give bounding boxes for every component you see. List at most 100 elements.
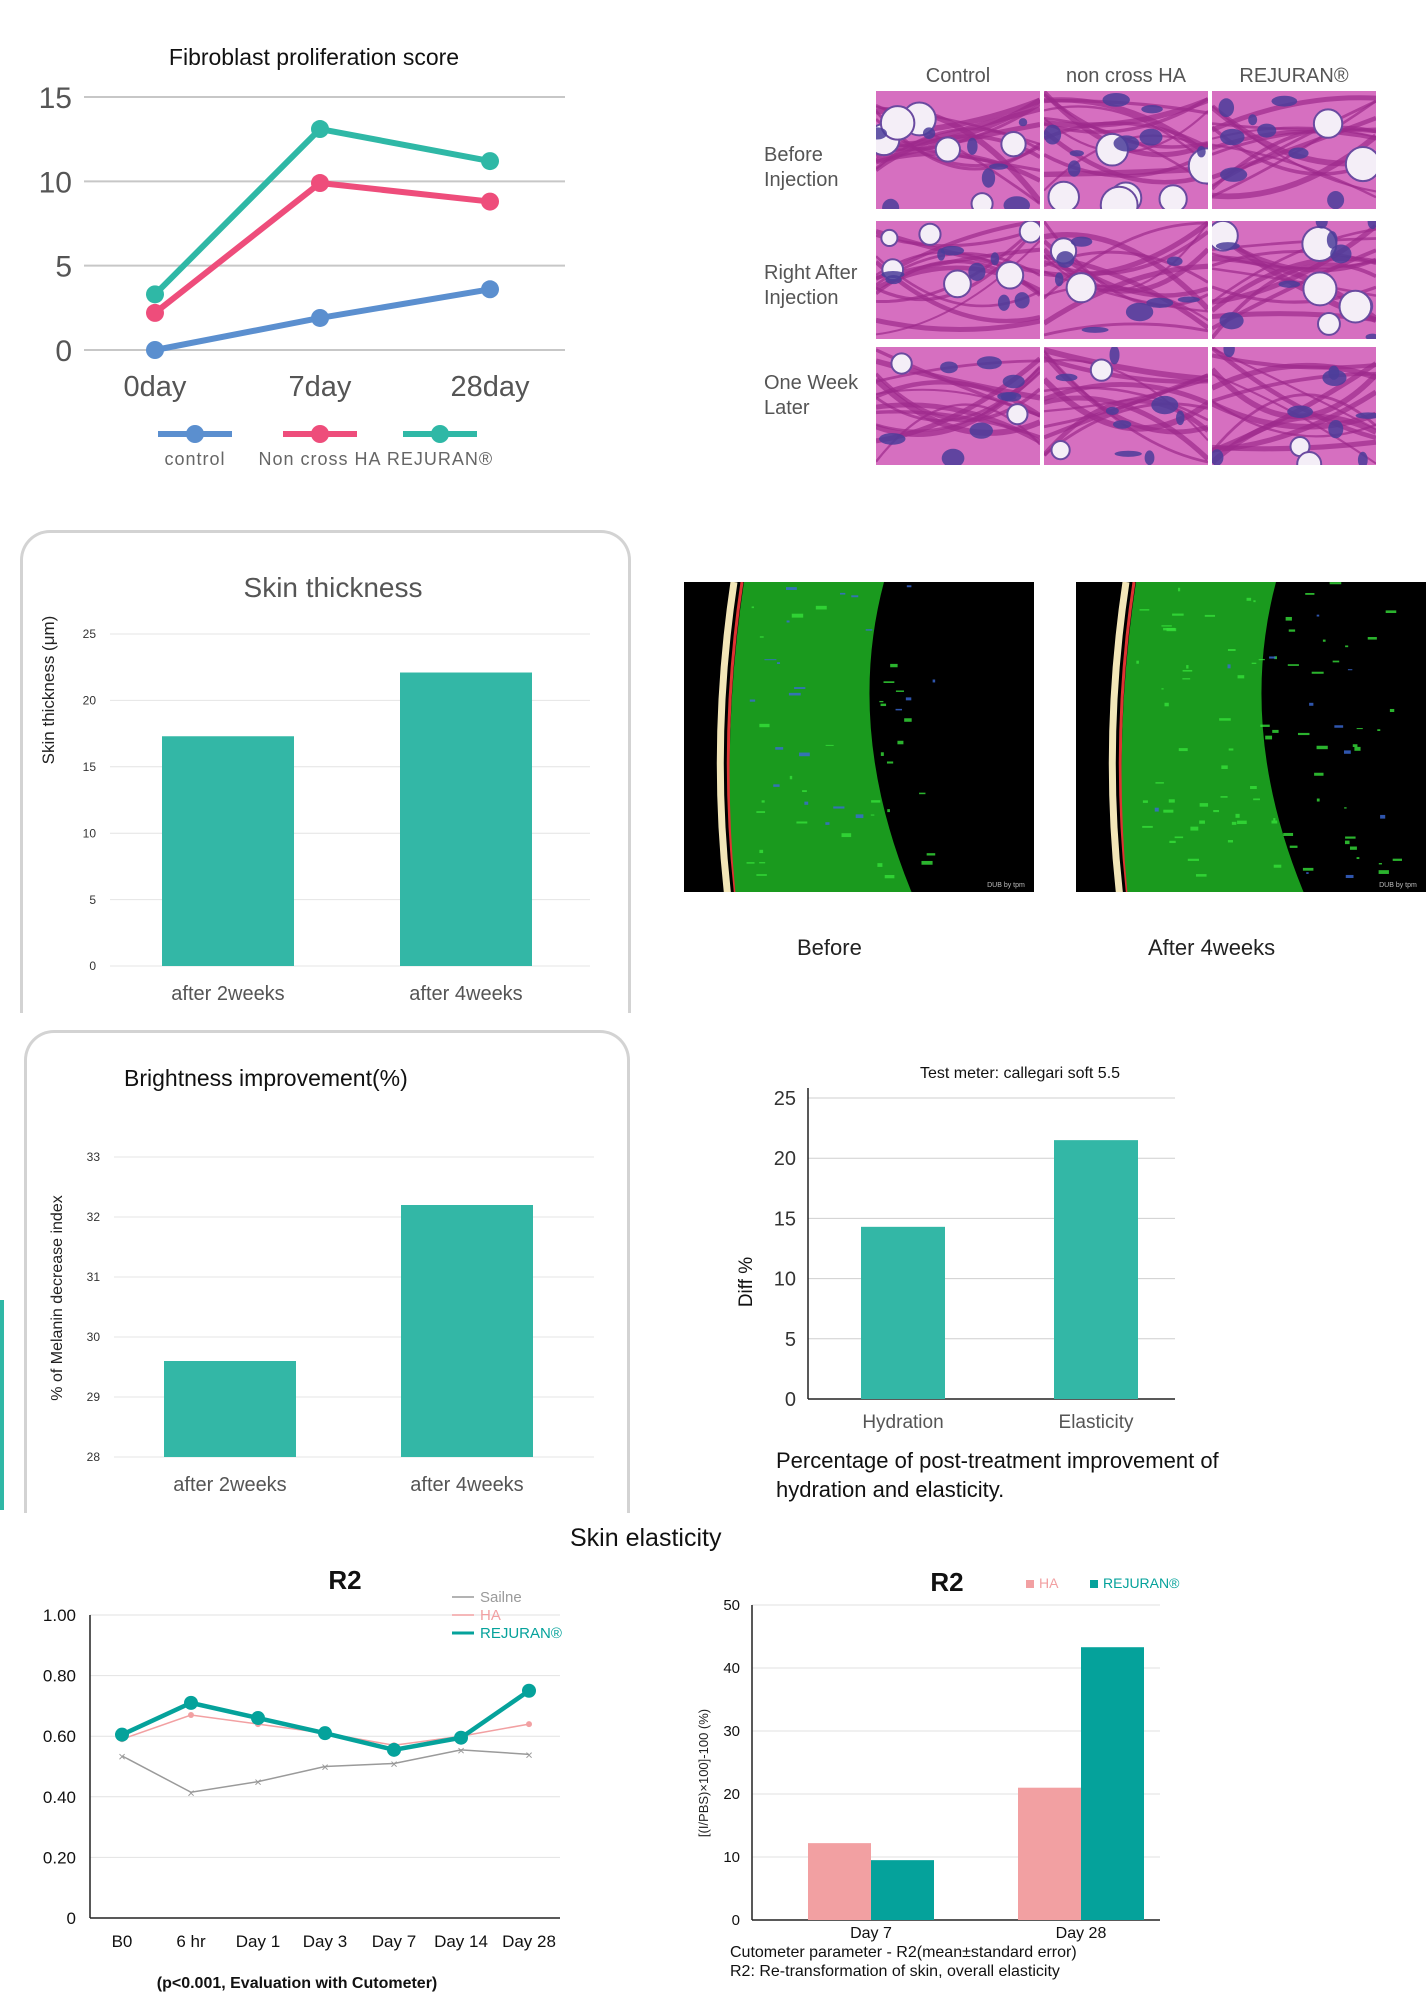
ultrasound-echo-speck	[897, 740, 904, 745]
brightness-xtick-label: after 2weeks	[173, 1474, 286, 1496]
histology-nucleus	[1197, 145, 1206, 158]
histology-nucleus	[1014, 292, 1030, 309]
hydration-ytick-label: 10	[774, 1269, 796, 1291]
histology-nucleus	[1125, 302, 1154, 322]
histology-adipocyte	[1317, 311, 1341, 336]
ultrasound-echo-speck	[1273, 864, 1282, 868]
histology-column-non-cross-ha: non cross HA	[1065, 65, 1187, 87]
ultrasound-echo-speck	[799, 752, 810, 757]
brightness-xtick-label: after 4weeks	[410, 1474, 523, 1496]
ultrasound-echo-speck	[904, 718, 912, 722]
ultrasound-echo-speck	[1142, 825, 1153, 828]
ultrasound-echo-speck	[906, 585, 912, 588]
fibroblast-point-rejuran	[146, 285, 164, 304]
ultrasound-echo-speck	[1378, 863, 1382, 865]
skin-thickness-ytick-label: 20	[83, 694, 97, 708]
histology-nucleus	[1330, 244, 1352, 264]
skin-thickness-ytick-label: 10	[83, 826, 97, 840]
r2-bar-title: R2	[930, 1567, 963, 1597]
histology-nucleus	[989, 163, 1009, 170]
histology-nucleus	[937, 248, 946, 261]
r2-bar-ytick-label: 10	[723, 1849, 740, 1866]
r2-line-xtick-label: B0	[112, 1932, 133, 1951]
r2-bar-ha-day-28	[1018, 1787, 1081, 1920]
stained-tissue-micrograph	[876, 347, 1040, 465]
histology-nucleus	[922, 127, 936, 139]
histology-nucleus	[1215, 242, 1240, 250]
histology-adipocyte	[918, 222, 942, 246]
skin-thickness-ytick-label: 5	[89, 893, 96, 907]
histology-adipocyte	[1018, 221, 1040, 244]
histology-fiber	[1044, 398, 1208, 457]
ultrasound-echo-speck	[851, 595, 859, 598]
skin-thickness-ytick-label: 0	[89, 959, 96, 973]
ultrasound-echo-speck	[1168, 799, 1175, 803]
histology-adipocyte	[970, 192, 994, 209]
ultrasound-echo-speck	[1221, 765, 1228, 769]
fibroblast-point-non-cross-ha	[146, 303, 164, 322]
histology-nucleus	[1218, 98, 1235, 118]
skin-thickness-ytick-label: 25	[83, 627, 97, 641]
r2-line-series-rejuran	[121, 1688, 531, 1753]
r2-line-xtick-label: Day 14	[434, 1932, 488, 1951]
histology-nucleus	[1327, 191, 1345, 209]
fibroblast-legend-label-control: control	[164, 449, 225, 469]
r2-line-xtick-label: Day 1	[236, 1932, 280, 1951]
ultrasound-echo-speck	[1345, 645, 1349, 648]
ultrasound-echo-speck	[1389, 708, 1395, 713]
histology-nucleus	[1055, 373, 1078, 382]
histology-fiber	[1212, 347, 1376, 431]
histology-tile-texture	[876, 347, 1040, 465]
ultrasound-echo-speck	[759, 723, 770, 728]
brightness-ylabel: % of Melanin decrease index	[49, 1195, 66, 1400]
fibroblast-point-control	[311, 308, 329, 327]
ultrasound-echo-speck	[1161, 688, 1164, 690]
r2-line-ytick-label: 0.80	[43, 1667, 76, 1686]
ultrasound-echo-speck	[879, 700, 884, 703]
hydration-caption-line1: Percentage of post-treatment improvement…	[776, 1448, 1220, 1473]
ultrasound-echo-speck	[1343, 750, 1351, 754]
histology-adipocyte	[1302, 271, 1338, 307]
histology-nucleus	[1220, 128, 1245, 146]
fibroblast-ytick-label: 15	[39, 82, 72, 115]
ultrasound-echo-speck	[1302, 867, 1314, 871]
hydration-ytick-label: 15	[774, 1208, 796, 1230]
r2-line-xtick-label: 6 hr	[176, 1932, 206, 1951]
histology-nucleus	[1175, 410, 1185, 426]
hydration-ylabel: Diff %	[736, 1257, 757, 1307]
ultrasound-echo-speck	[786, 620, 790, 623]
ultrasound-echo-speck	[1195, 874, 1207, 877]
histology-nucleus	[1144, 450, 1155, 465]
ultrasound-echo-speck	[1220, 796, 1228, 798]
histology-column-rejuran: REJURAN®	[1239, 65, 1349, 87]
histology-row-before: Before Injection	[764, 144, 839, 191]
histology-nucleus	[1287, 405, 1313, 418]
brightness-side-accent	[0, 1300, 4, 1510]
ultrasound-echo-speck	[1329, 582, 1342, 585]
ultrasound-echo-speck	[884, 874, 895, 879]
r2-bar-caption-line1: Cutometer parameter - R2(mean±standard e…	[730, 1944, 1077, 1961]
ultrasound-echo-speck	[841, 833, 852, 838]
histology-adipocyte	[890, 352, 913, 375]
histology-tile-texture	[1212, 221, 1376, 339]
r2-line-chart: R2 0 0.20 0.40 0.60 0.80 1.00 B0 6 hr Day 1 Day 3…	[43, 1565, 562, 1992]
ultrasound-echo-speck	[1142, 800, 1148, 803]
histology-nucleus	[1357, 451, 1368, 465]
fibroblast-point-control	[481, 280, 499, 299]
hydration-xtick-label: Hydration	[862, 1412, 943, 1433]
histology-fiber	[1212, 228, 1376, 304]
ultrasound-echo-speck	[756, 811, 766, 813]
r2-line-footnote: (p<0.001, Evaluation with Cutometer)	[157, 1975, 438, 1992]
brightness-ytick-label: 29	[87, 1390, 101, 1404]
hydration-elasticity-chart: Test meter: callegari soft 5.5 Diff % 0 5…	[736, 1065, 1220, 1502]
histology-nucleus	[1109, 347, 1120, 365]
fibroblast-point-non-cross-ha	[311, 174, 329, 193]
ultrasound-echo-speck	[1356, 857, 1360, 860]
ultrasound-echo-speck	[1285, 616, 1292, 621]
brightness-ytick-label: 30	[87, 1330, 101, 1344]
ultrasound-echo-speck	[883, 681, 895, 683]
histology-nucleus	[1018, 118, 1028, 127]
ultrasound-before-caption: Before	[797, 935, 862, 960]
ultrasound-echo-speck	[1237, 675, 1245, 679]
r2-bar-ha-day-7	[808, 1843, 871, 1920]
